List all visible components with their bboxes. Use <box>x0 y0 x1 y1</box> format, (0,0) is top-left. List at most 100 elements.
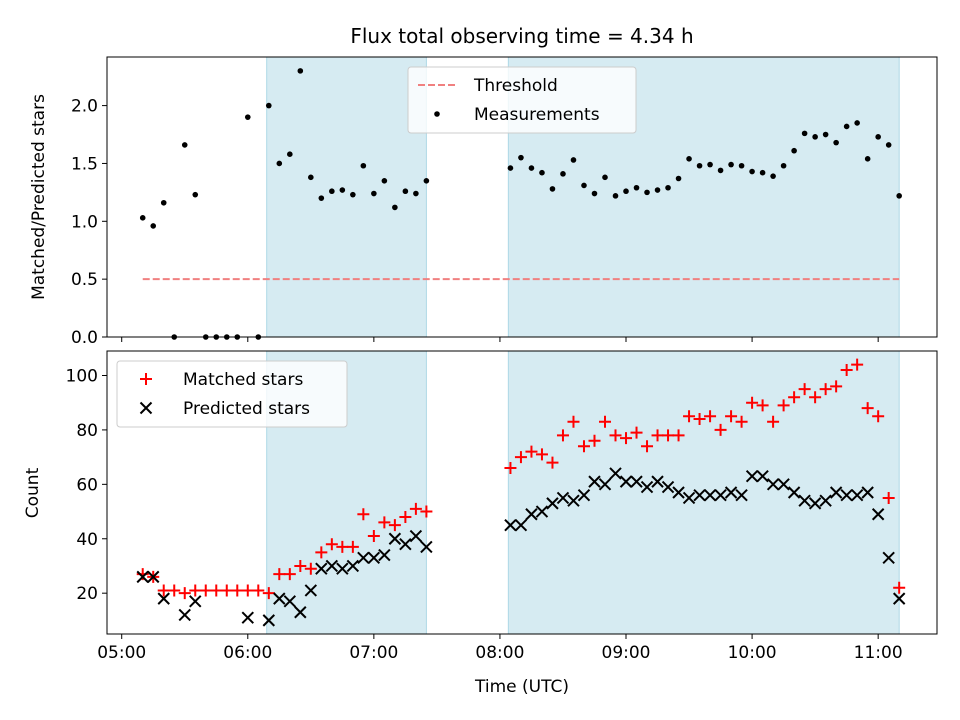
matched-star-point <box>693 413 706 426</box>
predicted-star-point <box>630 475 643 488</box>
measurement-point <box>402 188 409 195</box>
predicted-star-point <box>357 551 370 565</box>
measurement-point <box>350 191 356 198</box>
x-tick-label: 06:00 <box>223 643 272 663</box>
predicted-star-point <box>672 486 685 499</box>
matched-star-point <box>746 396 759 409</box>
matched-star-point <box>851 358 864 371</box>
matched-star-point <box>840 364 853 377</box>
predicted-star-point <box>661 480 675 494</box>
measurement-point <box>707 161 713 168</box>
predicted-star-point <box>724 486 738 499</box>
predicted-star-point <box>735 489 748 502</box>
predicted-star-point <box>325 559 339 573</box>
matched-star-point <box>662 429 675 442</box>
predicted-star-point <box>861 486 874 499</box>
measurement-point <box>392 204 398 211</box>
legend-matched-swatch <box>140 373 152 385</box>
x-tick-label: 05:00 <box>97 643 146 663</box>
ratio-panel: 0.00.51.01.52.0 Matched/Predicted stars … <box>29 56 938 348</box>
measurement-point <box>287 151 293 157</box>
matched-star-point <box>157 584 170 597</box>
y-tick-label: 0.0 <box>71 328 98 348</box>
predicted-star-point <box>777 478 790 491</box>
matched-star-point <box>714 423 727 436</box>
matched-star-point <box>378 516 391 529</box>
x-axis-label: Time (UTC) <box>474 677 569 697</box>
observing-window-band <box>507 350 900 635</box>
matched-star-point <box>220 584 233 597</box>
measurement-point <box>192 191 199 198</box>
predicted-star-point <box>892 592 906 605</box>
matched-star-point <box>315 546 328 559</box>
predicted-star-point <box>682 491 696 505</box>
x-tick-label: 08:00 <box>475 643 524 663</box>
matched-star-point <box>357 508 370 521</box>
measurement-point <box>329 188 335 195</box>
predicted-star-point <box>787 486 801 499</box>
predicted-star-point <box>829 486 843 499</box>
predicted-star-point <box>336 562 349 575</box>
predicted-star-point <box>304 584 318 597</box>
measurement-point <box>560 171 566 177</box>
matched-star-point <box>241 584 254 597</box>
matched-star-point <box>893 581 906 594</box>
measurement-point <box>749 168 755 175</box>
measurement-point <box>780 162 787 169</box>
predicted-star-point <box>525 508 538 521</box>
measurement-point <box>896 193 902 199</box>
predicted-star-point <box>388 532 402 545</box>
matched-star-point <box>514 451 527 464</box>
matched-star-point <box>504 462 517 475</box>
measurement-point <box>633 184 640 191</box>
predicted-star-point <box>262 614 276 627</box>
matched-star-point <box>882 491 895 504</box>
matched-star-point <box>283 568 296 581</box>
matched-star-point <box>798 383 811 396</box>
matched-star-point <box>809 391 822 404</box>
predicted-star-point <box>157 592 170 605</box>
measurement-point <box>686 156 692 162</box>
y-tick-label: 1.5 <box>71 154 98 174</box>
predicted-star-point <box>808 497 822 510</box>
predicted-star-point <box>819 494 832 507</box>
matched-star-point <box>872 410 885 423</box>
predicted-star-point <box>850 489 864 502</box>
measurement-point <box>801 130 808 137</box>
matched-star-point <box>325 538 338 551</box>
figure-title: Flux total observing time = 4.34 h <box>350 24 693 48</box>
count-legend: Matched stars Predicted stars <box>116 360 348 428</box>
matched-star-point <box>399 510 412 523</box>
measurement-point <box>528 165 535 171</box>
measurement-point <box>812 134 818 140</box>
matched-star-point <box>830 380 843 393</box>
matched-star-point <box>252 584 265 597</box>
measurement-point <box>791 147 797 154</box>
ratio-legend: Threshold Measurements <box>407 66 637 134</box>
count-panel-frame <box>106 350 938 635</box>
legend-label: Measurements <box>474 105 600 125</box>
measurement-point <box>518 154 524 161</box>
predicted-star-point <box>367 551 381 565</box>
predicted-star-point <box>567 494 580 507</box>
measurement-point <box>623 188 629 195</box>
measurement-point <box>570 157 577 163</box>
x-tick-label: 07:00 <box>349 643 398 663</box>
legend-label: Matched stars <box>183 370 303 390</box>
predicted-star-point <box>756 469 769 483</box>
ratio-y-axis-label: Matched/Predicted stars <box>29 94 49 300</box>
predicted-star-point <box>840 489 853 502</box>
predicted-star-point <box>346 559 360 573</box>
predicted-star-point <box>745 469 759 483</box>
predicted-star-point <box>766 478 780 491</box>
y-tick-label: 60 <box>76 475 98 495</box>
matched-star-point <box>588 434 601 447</box>
matched-star-point <box>861 402 874 415</box>
legend-measurement-swatch <box>434 111 440 117</box>
predicted-star-point <box>651 475 664 488</box>
count-points <box>136 358 906 627</box>
predicted-star-point <box>504 518 517 532</box>
matched-star-point <box>546 456 559 469</box>
matched-star-point <box>409 502 422 515</box>
predicted-star-point <box>609 467 622 480</box>
